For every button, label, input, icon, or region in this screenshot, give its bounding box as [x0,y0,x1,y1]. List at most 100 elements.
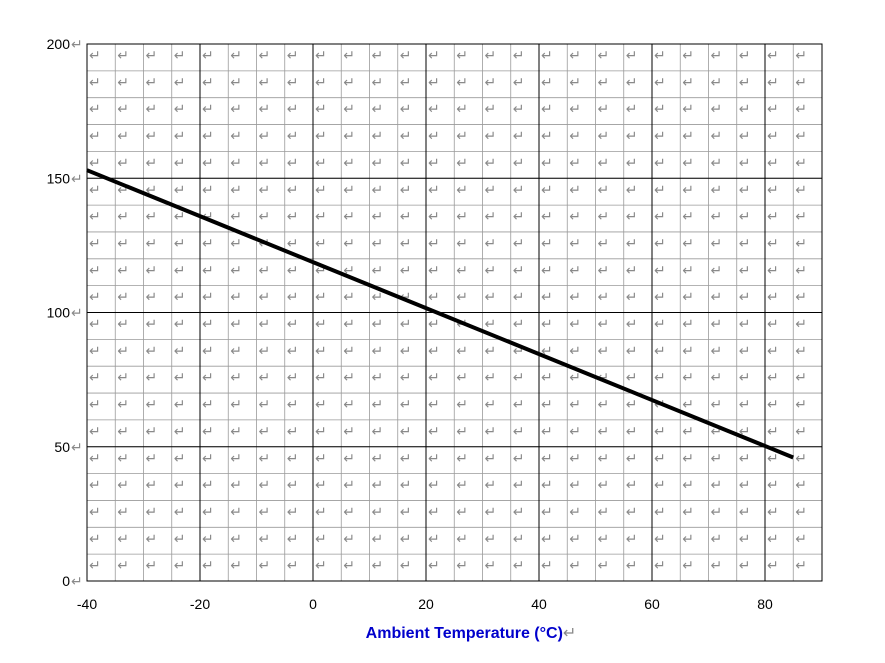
paragraph-mark-icon: ↵ [372,558,384,574]
paragraph-mark-icon: ↵ [767,182,779,198]
paragraph-mark-icon: ↵ [117,451,129,467]
paragraph-mark-icon: ↵ [654,263,666,279]
paragraph-mark-icon: ↵ [71,37,83,53]
paragraph-mark-icon: ↵ [485,317,497,333]
paragraph-mark-icon: ↵ [626,48,638,64]
y-tick-label: 100 [47,305,71,321]
paragraph-mark-icon: ↵ [428,451,440,467]
paragraph-mark-icon: ↵ [513,504,525,520]
paragraph-mark-icon: ↵ [795,236,807,252]
paragraph-mark-icon: ↵ [682,182,694,198]
paragraph-mark-icon: ↵ [315,102,327,118]
paragraph-mark-icon: ↵ [259,75,271,91]
paragraph-mark-icon: ↵ [174,558,186,574]
paragraph-mark-icon: ↵ [654,478,666,494]
paragraph-mark-icon: ↵ [682,343,694,359]
paragraph-mark-icon: ↵ [541,290,553,306]
paragraph-mark-icon: ↵ [259,397,271,413]
paragraph-mark-icon: ↵ [739,290,751,306]
paragraph-mark-icon: ↵ [598,478,610,494]
paragraph-mark-icon: ↵ [767,236,779,252]
paragraph-mark-icon: ↵ [485,531,497,547]
paragraph-mark-icon: ↵ [89,290,101,306]
paragraph-mark-icon: ↵ [456,531,468,547]
paragraph-mark-icon: ↵ [456,209,468,225]
paragraph-mark-icon: ↵ [626,317,638,333]
paragraph-mark-icon: ↵ [569,478,581,494]
paragraph-mark-icon: ↵ [343,478,355,494]
paragraph-mark-icon: ↵ [117,370,129,386]
paragraph-mark-icon: ↵ [513,290,525,306]
paragraph-mark-icon: ↵ [626,290,638,306]
paragraph-mark-icon: ↵ [146,370,158,386]
paragraph-mark-icon: ↵ [795,317,807,333]
paragraph-mark-icon: ↵ [89,236,101,252]
paragraph-mark-icon: ↵ [513,209,525,225]
paragraph-mark-icon: ↵ [372,129,384,145]
series-line-1 [86,168,795,460]
paragraph-mark-icon: ↵ [343,48,355,64]
paragraph-mark-icon: ↵ [400,478,412,494]
paragraph-mark-icon: ↵ [259,478,271,494]
paragraph-mark-icon: ↵ [89,558,101,574]
paragraph-mark-icon: ↵ [795,531,807,547]
paragraph-mark-icon: ↵ [569,182,581,198]
paragraph-mark-icon: ↵ [315,317,327,333]
paragraph-mark-icon: ↵ [117,75,129,91]
paragraph-mark-icon: ↵ [146,531,158,547]
paragraph-mark-icon: ↵ [513,155,525,171]
paragraph-mark-icon: ↵ [541,478,553,494]
paragraph-mark-icon: ↵ [654,504,666,520]
paragraph-mark-icon: ↵ [287,75,299,91]
paragraph-mark-icon: ↵ [202,531,214,547]
paragraph-mark-icon: ↵ [739,558,751,574]
paragraph-mark-icon: ↵ [428,75,440,91]
paragraph-mark-icon: ↵ [372,343,384,359]
paragraph-mark-icon: ↵ [541,236,553,252]
paragraph-mark-icon: ↵ [795,155,807,171]
paragraph-mark-icon: ↵ [485,478,497,494]
paragraph-mark-icon: ↵ [654,75,666,91]
paragraph-mark-icon: ↵ [400,129,412,145]
paragraph-mark-icon: ↵ [541,451,553,467]
paragraph-mark-icon: ↵ [259,290,271,306]
paragraph-mark-icon: ↵ [400,48,412,64]
paragraph-mark-icon: ↵ [259,129,271,145]
paragraph-mark-icon: ↵ [598,102,610,118]
paragraph-mark-icon: ↵ [343,504,355,520]
paragraph-mark-icon: ↵ [711,397,723,413]
y-tick-label: 150 [47,170,71,186]
paragraph-mark-icon: ↵ [117,236,129,252]
paragraph-mark-icon: ↵ [767,155,779,171]
paragraph-mark-icon: ↵ [711,155,723,171]
paragraph-mark-icon: ↵ [513,531,525,547]
paragraph-mark-icon: ↵ [287,370,299,386]
paragraph-mark-icon: ↵ [343,129,355,145]
paragraph-marks: ↵ ↵ ↵ ↵ ↵ ↵ ↵ ↵ ↵ ↵ ↵ ↵ ↵ ↵ ↵ ↵ ↵ ↵ ↵ ↵ ↵ ↵ ↵ ↵ ↵ ↵ ↵ ↵ ↵ ↵ ↵ ↵ ↵ ↵ ↵ ↵ ↵ ↵ ↵ ↵… [89,48,807,574]
paragraph-mark-icon: ↵ [513,236,525,252]
paragraph-mark-icon: ↵ [174,397,186,413]
paragraph-mark-icon: ↵ [739,451,751,467]
paragraph-mark-icon: ↵ [428,102,440,118]
paragraph-mark-icon: ↵ [428,504,440,520]
paragraph-mark-icon: ↵ [428,478,440,494]
paragraph-mark-icon: ↵ [146,75,158,91]
paragraph-mark-icon: ↵ [202,478,214,494]
major-gridlines [87,44,822,581]
paragraph-mark-icon: ↵ [315,155,327,171]
paragraph-mark-icon: ↵ [259,558,271,574]
paragraph-mark-icon: ↵ [569,451,581,467]
paragraph-mark-icon: ↵ [739,155,751,171]
paragraph-mark-icon: ↵ [569,424,581,440]
paragraph-mark-icon: ↵ [89,155,101,171]
paragraph-mark-icon: ↵ [428,209,440,225]
paragraph-mark-icon: ↵ [287,209,299,225]
paragraph-mark-icon: ↵ [400,370,412,386]
paragraph-mark-icon: ↵ [230,343,242,359]
paragraph-mark-icon: ↵ [485,370,497,386]
paragraph-mark-icon: ↵ [428,370,440,386]
paragraph-mark-icon: ↵ [71,574,83,590]
paragraph-mark-icon: ↵ [654,236,666,252]
paragraph-mark-icon: ↵ [259,263,271,279]
